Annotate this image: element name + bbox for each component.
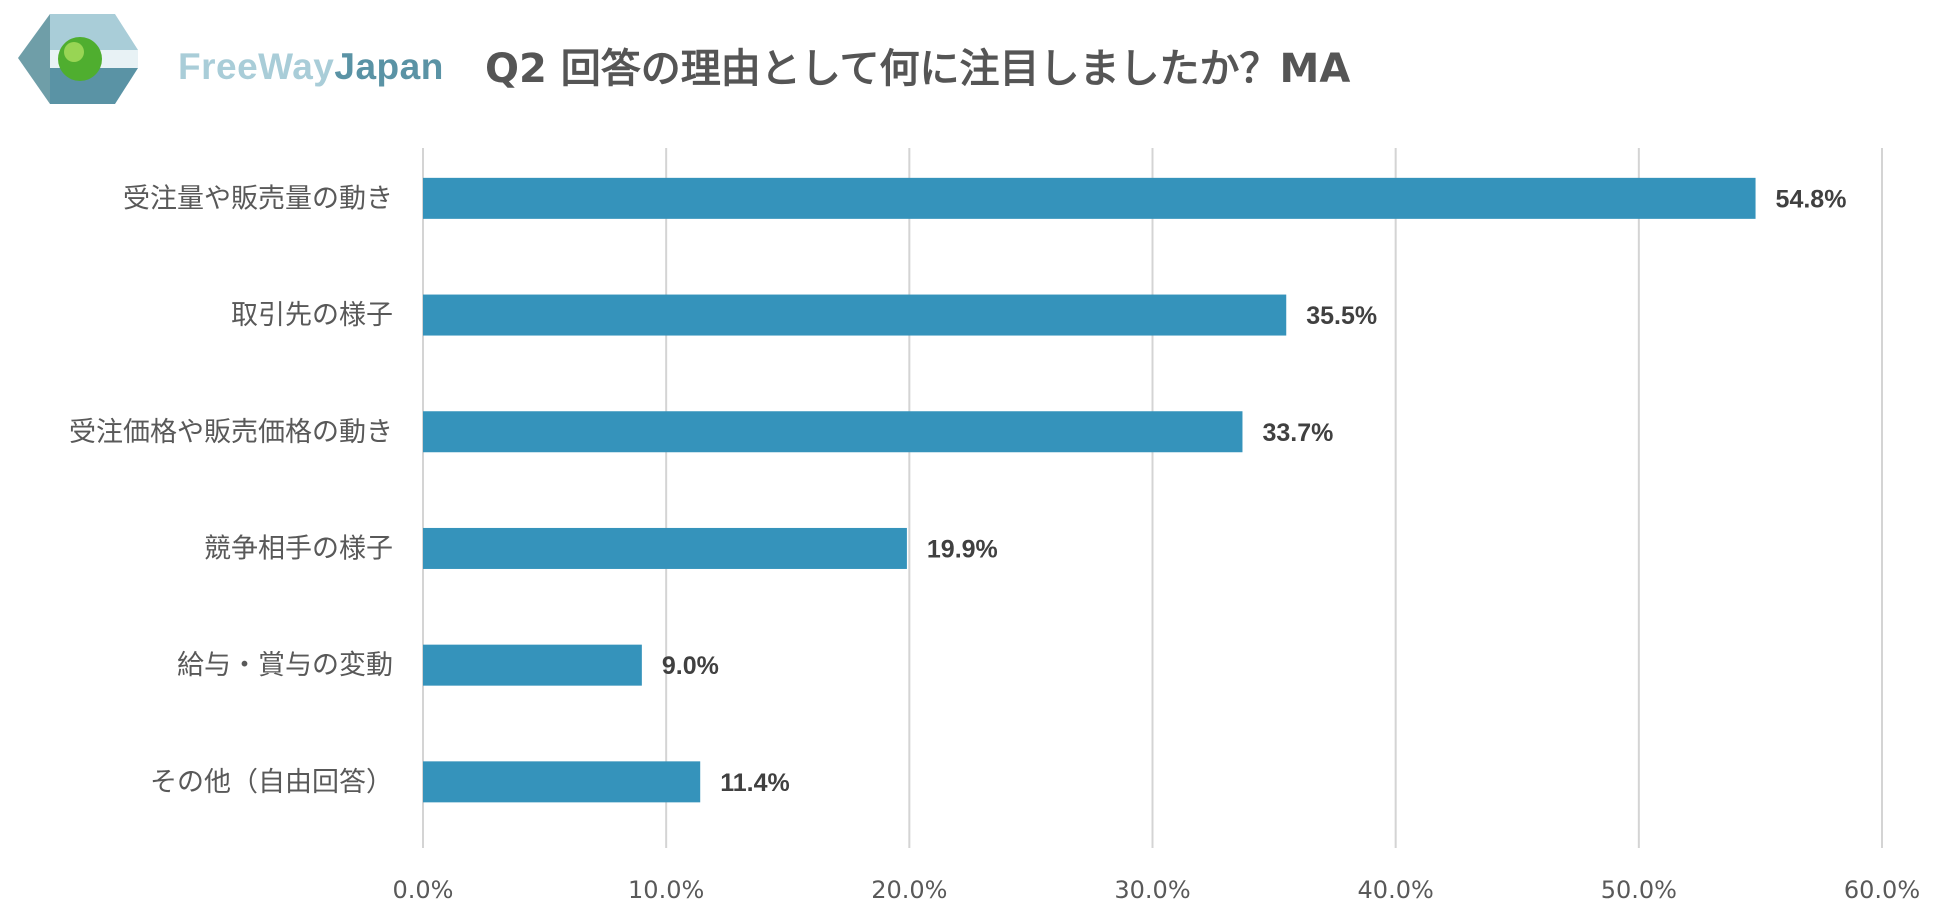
x-tick-label: 50.0% — [1601, 876, 1677, 904]
category-label: 受注量や販売量の動き — [123, 183, 393, 214]
category-label: その他（自由回答） — [150, 767, 393, 798]
category-label: 競争相手の様子 — [204, 533, 393, 564]
category-label: 受注価格や販売価格の動き — [69, 417, 393, 448]
logo-wordmark: FreeWayJapan — [178, 46, 444, 88]
logo-text-japan: Japan — [334, 46, 444, 87]
x-tick-label: 40.0% — [1358, 876, 1434, 904]
chart-title: Q2 回答の理由として何に注目しましたか？MA — [485, 46, 1351, 92]
logo-text-freeway: FreeWay — [178, 46, 335, 87]
data-label: 33.7% — [1262, 419, 1333, 447]
freewayjapan-logo-icon — [18, 14, 138, 104]
bar — [423, 527, 907, 569]
logo: FreeWayJapan — [18, 14, 478, 114]
x-tick-label: 30.0% — [1114, 876, 1190, 904]
category-label: 給与・賞与の変動 — [177, 650, 393, 681]
bar — [423, 644, 642, 686]
category-label: 取引先の様子 — [231, 300, 393, 331]
data-label: 19.9% — [927, 535, 998, 563]
x-tick-label: 60.0% — [1844, 876, 1920, 904]
bar — [423, 294, 1287, 336]
data-label: 9.0% — [662, 652, 719, 680]
data-label: 35.5% — [1306, 302, 1377, 330]
bar — [423, 411, 1243, 453]
bar — [423, 177, 1756, 219]
bar — [423, 761, 701, 803]
x-tick-label: 20.0% — [871, 876, 947, 904]
data-label: 11.4% — [720, 769, 790, 797]
x-tick-label: 10.0% — [628, 876, 704, 904]
data-label: 54.8% — [1776, 185, 1847, 213]
x-tick-label: 0.0% — [393, 876, 454, 904]
